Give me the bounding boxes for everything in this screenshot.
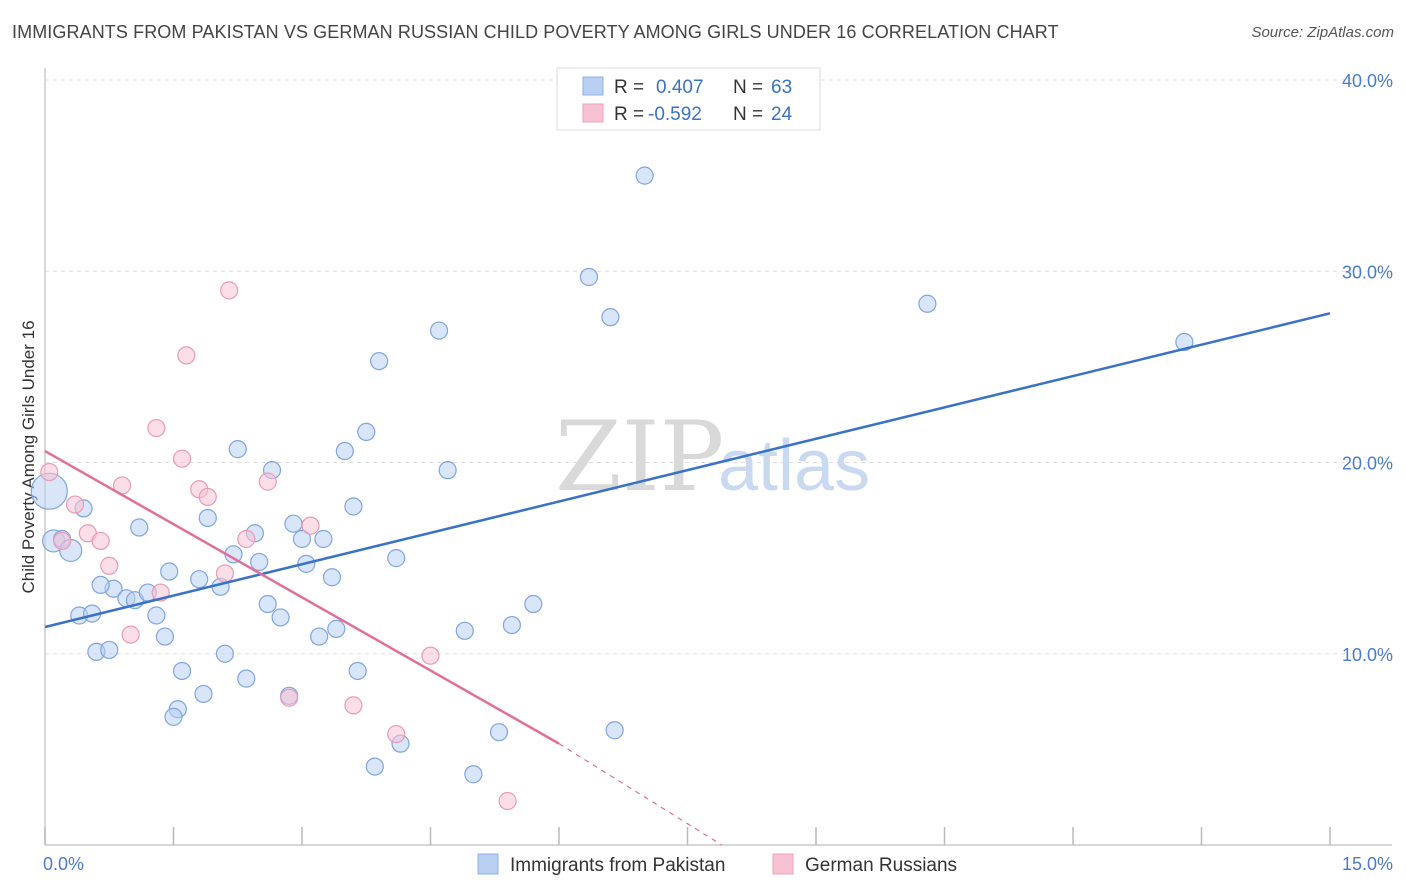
point-german-russians-20 [344,696,363,715]
point-german-russians-0 [40,462,59,482]
stats-r-value-2: -0.592 [648,104,702,125]
point-pakistan-57 [579,267,599,287]
trend-line-german-russians [44,449,560,745]
chart-title: IMMIGRANTS FROM PAKISTAN VS GERMAN RUSSI… [12,22,1059,42]
point-pakistan-31 [258,594,277,614]
x-tick-label-max: 15.0% [1342,854,1393,874]
y-tick-label-1: 20.0% [1342,454,1393,474]
point-pakistan-18 [172,661,192,681]
point-pakistan-22 [194,684,213,704]
point-german-russians-13 [198,487,217,507]
point-pakistan-33 [271,608,290,627]
y-axis-label: Child Poverty Among Girls Under 16 [19,320,38,593]
point-german-russians-11 [177,346,196,365]
point-pakistan-56 [524,594,543,614]
point-german-russians-19 [301,516,320,535]
point-german-russians-4 [91,531,110,551]
point-pakistan-13 [130,518,149,537]
point-pakistan-35 [284,514,303,533]
point-pakistan-61 [918,294,937,313]
x-tick-label-min: 0.0% [43,854,84,874]
point-pakistan-41 [327,619,346,638]
point-german-russians-5 [100,556,119,575]
point-german-russians-22 [421,646,440,665]
point-pakistan-42 [335,441,354,461]
point-german-russians-1 [53,531,72,551]
point-pakistan-36 [292,529,312,549]
stats-n-value-2: 24 [771,104,793,125]
point-german-russians-8 [147,418,166,438]
point-pakistan-10 [91,575,110,595]
trend-line-pakistan [44,312,1331,629]
point-german-russians-18 [280,688,299,707]
legend-label-german-russians: German Russians [805,855,957,876]
point-pakistan-62 [1175,332,1194,352]
chart-source: Source: ZipAtlas.com [1251,24,1394,41]
y-tick-label-0: 10.0% [1342,645,1393,665]
point-pakistan-51 [438,461,457,480]
point-pakistan-43 [344,497,363,516]
stats-n-label-2: N = [733,104,763,125]
point-pakistan-53 [464,765,483,784]
stats-box: R = 0.407 N = 63 R = -0.592 N = 24 [556,67,821,131]
point-pakistan-46 [365,757,384,776]
point-pakistan-23 [198,508,217,528]
point-german-russians-23 [498,791,517,811]
point-pakistan-16 [155,627,175,646]
stats-r-label-2: R = [614,104,644,125]
point-pakistan-40 [322,568,342,587]
trend-line-german-russians-extension [558,743,723,846]
stats-n-label-1: N = [733,77,763,98]
point-pakistan-44 [348,661,367,681]
stats-r-value-1: 0.407 [656,77,704,98]
point-german-russians-21 [387,724,406,744]
point-german-russians-2 [65,495,85,514]
stats-swatch-pink [582,103,604,123]
y-tick-label-2: 30.0% [1342,262,1393,282]
y-tick-labels: 10.0% 20.0% 30.0% 40.0% [1342,71,1393,665]
point-pakistan-25 [215,644,234,663]
legend-swatch-pakistan [477,853,499,875]
axes [44,68,1392,846]
point-pakistan-30 [250,552,269,572]
point-pakistan-55 [502,615,521,635]
point-pakistan-54 [489,723,509,742]
watermark-atlas: atlas [718,426,870,506]
point-pakistan-50 [429,321,449,340]
point-german-russians-14 [215,564,234,583]
legend-label-pakistan: Immigrants from Pakistan [510,855,725,876]
point-pakistan-28 [237,669,256,688]
point-german-russians-17 [258,472,277,491]
point-pakistan-47 [370,352,389,371]
point-german-russians-7 [121,625,140,644]
stats-r-label-1: R = [614,77,644,98]
stats-n-value-1: 63 [771,77,792,98]
point-pakistan-38 [310,627,329,646]
point-pakistan-8 [100,640,119,660]
point-german-russians-10 [172,449,192,468]
point-pakistan-27 [228,440,247,459]
y-tick-label-3: 40.0% [1342,71,1393,91]
point-pakistan-20 [164,707,183,726]
point-pakistan-17 [160,562,179,581]
point-pakistan-60 [635,166,654,185]
grid-lines [45,79,1392,655]
point-pakistan-48 [387,549,406,568]
point-german-russians-16 [237,529,256,549]
legend: Immigrants from Pakistan German Russians [477,853,957,876]
legend-swatch-german-russians [772,853,794,875]
watermark: ZIP atlas [555,401,870,513]
point-pakistan-52 [455,621,474,640]
point-pakistan-59 [605,721,624,740]
point-pakistan-15 [147,606,166,625]
point-pakistan-45 [357,422,376,441]
x-tick-labels: 0.0% 15.0% [43,854,1393,874]
point-pakistan-21 [190,570,209,589]
point-pakistan-58 [601,308,620,327]
point-german-russians-15 [220,281,239,300]
stats-swatch-blue [582,76,604,96]
trend-lines [44,312,1331,846]
point-pakistan-39 [314,529,333,549]
